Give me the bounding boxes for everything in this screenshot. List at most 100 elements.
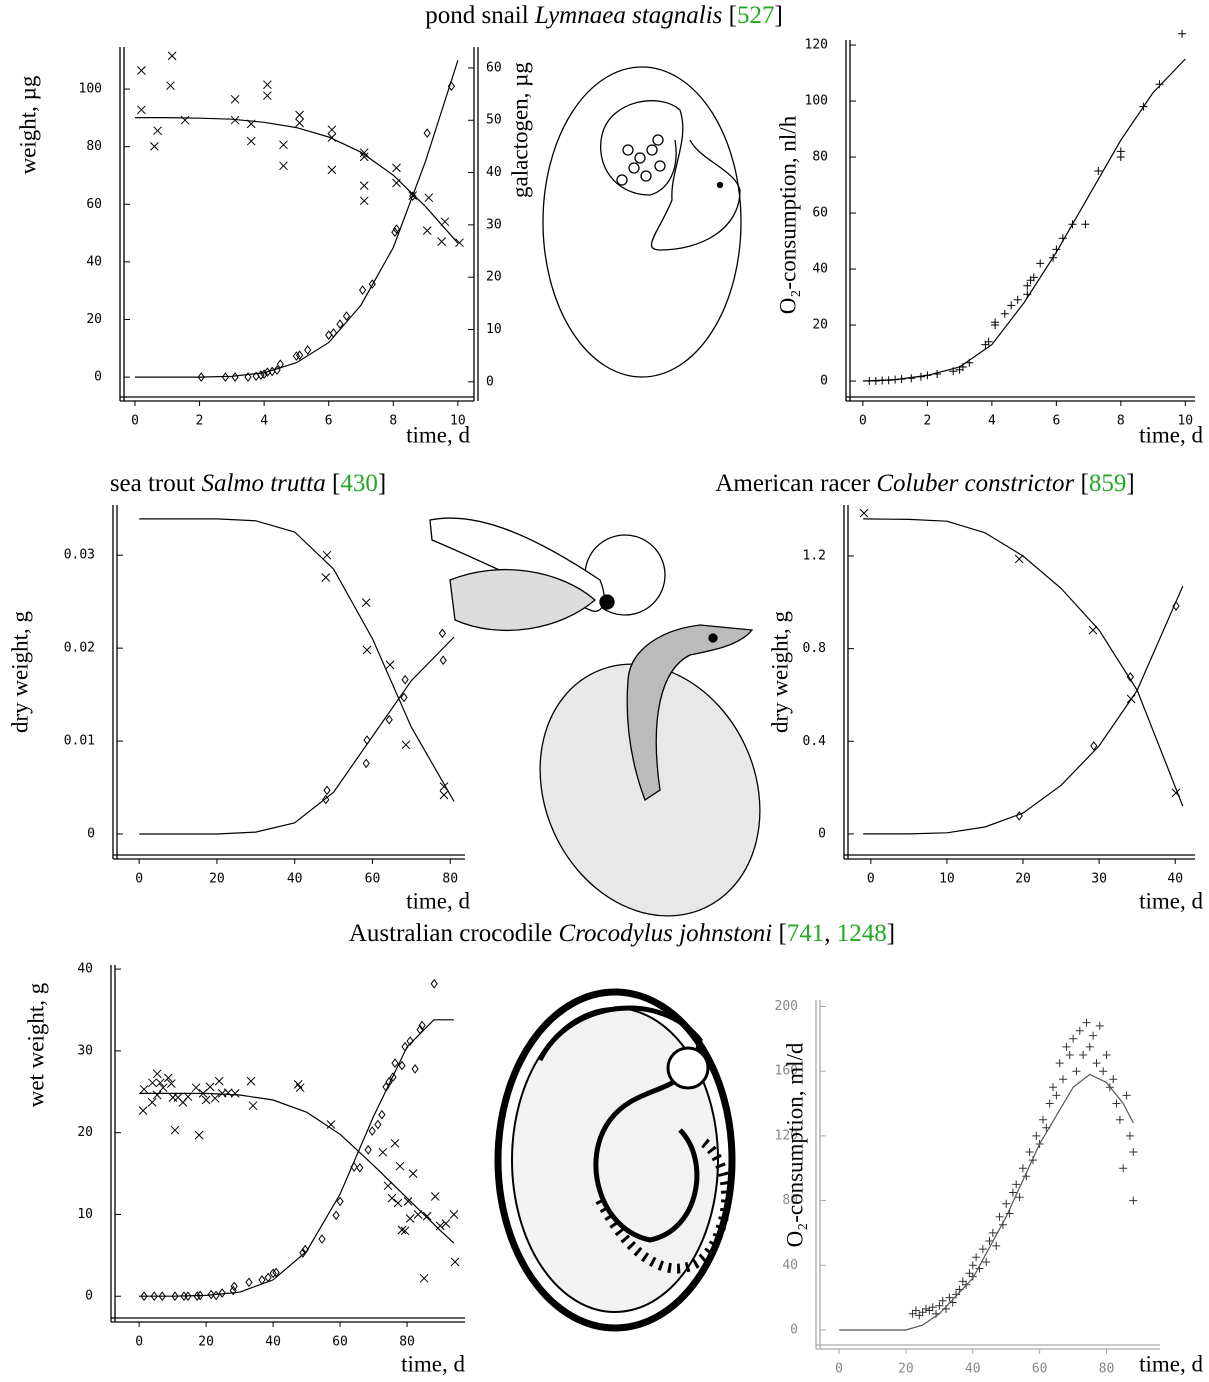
heading-part: [ xyxy=(1074,470,1089,497)
x-tick-label: 0 xyxy=(131,414,139,429)
data-point xyxy=(387,1193,397,1203)
x-tick-label: 4 xyxy=(260,414,268,429)
data-point xyxy=(359,181,369,190)
y2-tick-label: 50 xyxy=(486,113,502,128)
data-point xyxy=(263,91,272,101)
data-point xyxy=(991,318,1000,327)
data-point xyxy=(418,1020,426,1031)
y-tick-label: 0.4 xyxy=(803,734,827,749)
data-point xyxy=(409,191,417,202)
data-point xyxy=(184,1291,192,1302)
data-point xyxy=(248,1101,258,1111)
data-point xyxy=(391,1058,399,1068)
data-point xyxy=(1178,29,1187,38)
data-point xyxy=(952,1290,961,1299)
x-tick-label: 0 xyxy=(867,872,875,887)
y-tick-label: 0 xyxy=(94,370,102,385)
data-point xyxy=(1119,1164,1128,1173)
data-point xyxy=(322,794,330,805)
data-point xyxy=(322,550,332,560)
data-point xyxy=(1116,147,1125,156)
y-tick-label: 10 xyxy=(77,1207,93,1222)
data-point xyxy=(1029,273,1038,282)
data-point xyxy=(1099,1067,1108,1076)
fit-curve xyxy=(139,1019,454,1297)
x-tick-label: 80 xyxy=(1099,1362,1115,1377)
x-tick-label: 20 xyxy=(209,872,225,887)
data-point xyxy=(166,1079,176,1088)
y2-tick-label: 40 xyxy=(486,165,502,180)
data-point xyxy=(401,740,411,750)
data-point xyxy=(295,110,304,120)
y-tick-label: 0.02 xyxy=(64,641,95,656)
data-point xyxy=(1090,741,1098,751)
data-point xyxy=(405,1214,415,1223)
data-point xyxy=(1000,309,1009,318)
data-point xyxy=(439,790,449,800)
y-tick-label: 1.2 xyxy=(803,548,826,563)
data-point xyxy=(279,161,288,171)
data-point xyxy=(908,1309,917,1318)
data-point xyxy=(400,692,408,703)
data-point xyxy=(166,81,175,91)
data-point xyxy=(301,1244,309,1255)
x-tick-label: 40 xyxy=(287,872,303,887)
data-point xyxy=(231,372,239,382)
data-point xyxy=(364,1144,372,1155)
data-point xyxy=(1025,1148,1034,1156)
data-point xyxy=(223,1088,233,1097)
data-point xyxy=(965,1269,974,1278)
data-point xyxy=(378,1109,386,1120)
data-point xyxy=(438,628,447,639)
data-point xyxy=(295,350,304,361)
data-point xyxy=(147,1098,157,1107)
fit-curve xyxy=(135,117,459,244)
trout-illustration xyxy=(429,517,666,631)
fit-curve xyxy=(139,1092,455,1244)
data-point xyxy=(1059,1075,1067,1084)
heading-part: Australian crocodile xyxy=(348,920,559,947)
data-point xyxy=(1109,1075,1118,1084)
y-axis-label: O₂-consumption, ml/d xyxy=(782,1042,807,1247)
data-point xyxy=(359,148,369,158)
data-point xyxy=(326,1120,336,1129)
data-point xyxy=(449,1210,459,1219)
data-point xyxy=(1049,1083,1057,1092)
data-point xyxy=(1095,1021,1104,1030)
y-tick-label: 100 xyxy=(805,94,828,109)
y-tick-label: 40 xyxy=(782,1258,798,1273)
data-point xyxy=(196,1290,204,1301)
x-tick-label: 6 xyxy=(325,414,333,429)
data-point xyxy=(1005,1209,1014,1218)
y2-tick-label: 0 xyxy=(486,374,494,389)
chart-panel: 0 20 40 60 80 0 0.01 0.02 0.03 dry weight, g time,… xyxy=(7,505,470,913)
x-tick-label: 2 xyxy=(923,414,931,429)
x-axis-label: time, d xyxy=(1139,888,1203,913)
fit-curve xyxy=(863,518,1184,807)
data-point xyxy=(1012,1180,1021,1189)
chart-panel: 0 20 40 60 80 0 40 80 120 160 200 O₂-consumption, m… xyxy=(775,999,1204,1377)
data-point xyxy=(201,1095,211,1105)
data-point xyxy=(1036,259,1045,268)
x-tick-label: 0 xyxy=(135,1335,143,1350)
data-point xyxy=(922,1304,930,1313)
y-tick-label: 80 xyxy=(86,139,102,154)
data-point xyxy=(385,660,395,670)
data-point xyxy=(230,94,240,104)
data-point xyxy=(361,598,371,607)
x-tick-label: 60 xyxy=(332,1335,348,1350)
data-point xyxy=(925,1306,934,1315)
y-tick-label: 40 xyxy=(77,962,93,977)
data-point xyxy=(1015,811,1023,821)
y-axis-label: dry weight, g xyxy=(7,611,32,734)
data-point xyxy=(1092,1059,1101,1068)
y-axis-label: O₂-consumption, nl/h xyxy=(775,115,800,314)
data-point xyxy=(1082,1018,1091,1027)
x-axis-label: time, d xyxy=(1139,1351,1203,1376)
panel-heading: sea trout Salmo trutta [430] xyxy=(110,470,386,498)
heading-part: 741 xyxy=(786,920,825,947)
data-point xyxy=(1115,1115,1124,1124)
fit-curve xyxy=(839,1073,1134,1331)
